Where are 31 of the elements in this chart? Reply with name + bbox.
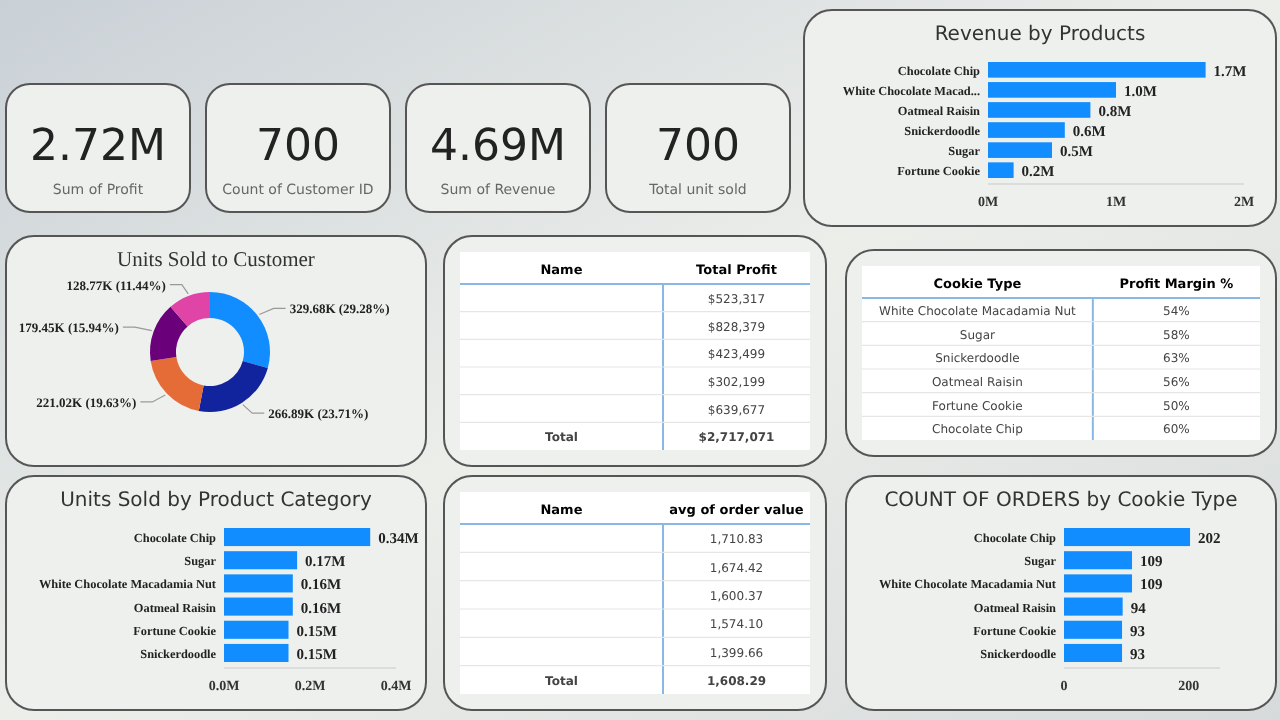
donut-slice [210,292,270,368]
bar [1064,551,1133,570]
bar [1064,643,1123,662]
donut-slice [198,361,268,412]
bar [988,82,1116,98]
bar [1064,597,1123,616]
bar [224,528,371,547]
chart-title: Units Sold to Customer [117,250,316,272]
bar [224,620,289,639]
bar [1064,620,1123,639]
bar [988,142,1052,158]
bar [988,62,1206,78]
bar [224,574,293,593]
donut-slice [150,357,204,411]
text: 4.69M [430,122,566,172]
bar [988,122,1065,138]
bar [988,162,1014,178]
bar [988,102,1091,118]
bar [1064,528,1191,547]
text: 2.72M [30,122,166,172]
text: 700 [656,122,740,172]
chart-title: Revenue by Products [934,24,1146,46]
text: 700 [256,122,340,172]
bar [224,643,289,662]
bar [1064,574,1133,593]
bar [224,551,298,570]
donut-slice [150,306,188,361]
bar [224,597,293,616]
chart-title: Units Sold by Product Category [60,490,372,512]
donut-slice [170,292,210,327]
chart-title: COUNT OF ORDERS by Cookie Type [884,490,1238,512]
